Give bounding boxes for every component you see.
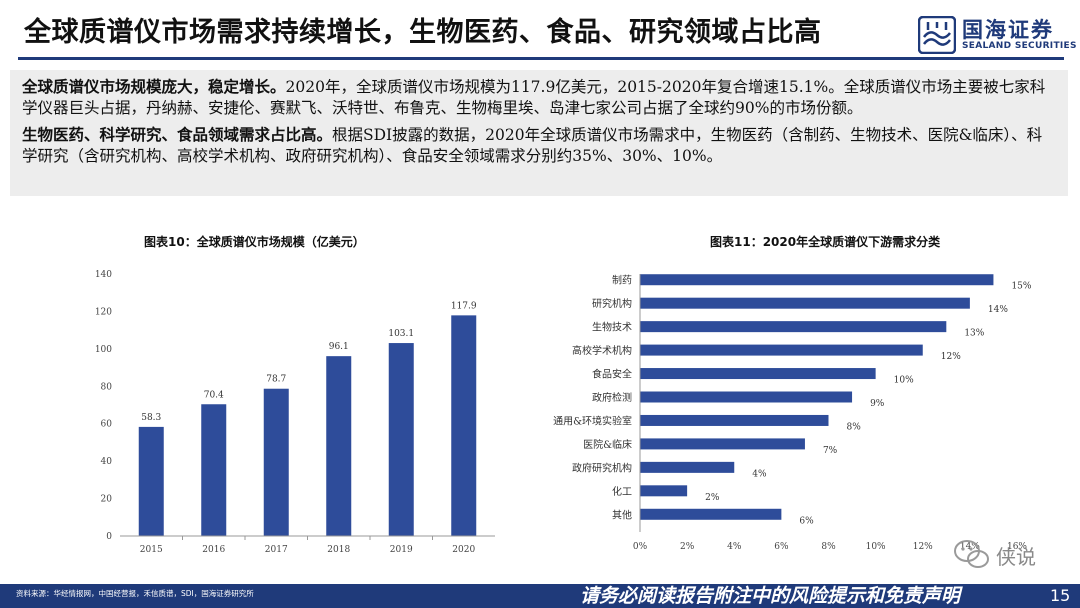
source-note: 资料来源：华经情报网，中国经营报，禾信质谱，SDI，国海证券研究所 [16, 589, 254, 598]
x-tick-label: 14% [960, 542, 980, 552]
data-label: 96.1 [329, 342, 349, 352]
summary-paragraph-2: 生物医药、科学研究、食品领域需求占比高。根据SDI披露的数据，2020年全球质谱… [22, 125, 1056, 167]
market-size-bar-chart: 0 20 40 60 80 100 120 140 58.3 70.4 78.7 96.1 103.1… [95, 270, 495, 555]
data-label: 10% [894, 376, 914, 386]
x-tick-label: 2019 [390, 545, 413, 555]
data-label: 4% [752, 469, 767, 479]
x-tick-label: 2017 [265, 545, 288, 555]
x-tick-label: 10% [866, 542, 886, 552]
summary-paragraph-1: 全球质谱仪市场规模庞大，稳定增长。2020年，全球质谱仪市场规模为117.9亿美… [22, 77, 1056, 119]
summary-p1-heading: 全球质谱仪市场规模庞大，稳定增长。 [22, 78, 286, 96]
summary-p2-body: 根据SDI披露的数据，2020年全球质谱仪市场需求中，生物医药（含制药、生物技术… [22, 126, 1043, 165]
bar-生物技术 [640, 321, 947, 333]
wechat-watermark-icon [954, 540, 989, 568]
x-tick-label: 2020 [452, 545, 475, 555]
y-category-label: 生物技术 [592, 321, 632, 334]
watermark: 侠说 [952, 537, 1042, 577]
bar-政府研究机构 [640, 461, 735, 473]
y-category-label: 化工 [612, 485, 632, 498]
company-logo: 国海证券 SEALAND SECURITIES [918, 14, 1078, 56]
demand-breakdown-bar-chart: 制药研究机构生物技术高校学术机构食品安全政府检测通用&环境实验室医院&临床政府研… [553, 274, 1032, 552]
bar-2017 [263, 388, 289, 536]
y-category-label: 制药 [612, 274, 632, 287]
title-divider [18, 57, 1064, 60]
y-category-label: 政府研究机构 [572, 461, 632, 474]
logo-chinese-name: 国海证券 [962, 18, 1054, 42]
x-tick-label: 12% [913, 542, 933, 552]
data-label: 8% [847, 422, 862, 432]
bar-高校学术机构 [640, 344, 923, 356]
chart-10-title: 图表10：全球质谱仪市场规模（亿美元） [144, 235, 365, 249]
bar-制药 [640, 274, 994, 286]
bar-政府检测 [640, 391, 853, 403]
bar-2019 [388, 343, 414, 536]
y-tick-label: 40 [101, 457, 113, 467]
y-tick-label: 20 [101, 495, 113, 505]
y-category-label: 医院&临床 [583, 438, 632, 451]
data-label: 6% [799, 516, 814, 526]
footer-bar [0, 584, 1080, 608]
data-label: 9% [870, 399, 885, 409]
x-tick-label: 2016 [202, 545, 225, 555]
x-tick-label: 16% [1007, 542, 1027, 552]
y-tick-label: 0 [106, 532, 112, 542]
x-tick-label: 8% [821, 542, 836, 552]
bar-2020 [451, 315, 477, 536]
bar-其他 [640, 508, 782, 520]
summary-p1-body: 2020年，全球质谱仪市场规模为117.9亿美元，2015-2020年复合增速1… [22, 78, 1046, 117]
y-category-label: 研究机构 [592, 297, 632, 310]
y-tick-label: 120 [95, 307, 112, 317]
x-tick-label: 2015 [140, 545, 163, 555]
data-label: 13% [964, 329, 984, 339]
x-tick-label: 2018 [327, 545, 350, 555]
x-tick-label: 0% [633, 542, 648, 552]
chart-11-title: 图表11：2020年全球质谱仪下游需求分类 [710, 235, 941, 249]
x-tick-label: 6% [774, 542, 789, 552]
bar-食品安全 [640, 368, 876, 380]
x-tick-label: 4% [727, 542, 742, 552]
data-label: 70.4 [204, 390, 224, 400]
watermark-text: 侠说 [996, 545, 1036, 569]
bar-2018 [326, 356, 352, 536]
y-tick-label: 100 [95, 345, 112, 355]
data-label: 2% [705, 493, 720, 503]
y-category-label: 其他 [612, 508, 632, 521]
x-tick-label: 2% [680, 542, 695, 552]
page-title: 全球质谱仪市场需求持续增长，生物医药、食品、研究领域占比高 [24, 17, 822, 48]
y-tick-label: 140 [95, 270, 112, 280]
data-label: 7% [823, 446, 838, 456]
y-category-label: 高校学术机构 [572, 344, 632, 357]
y-category-label: 食品安全 [592, 368, 632, 381]
y-category-label: 通用&环境实验室 [553, 414, 632, 427]
data-label: 14% [988, 305, 1008, 315]
y-tick-label: 60 [101, 420, 113, 430]
data-label: 12% [941, 352, 961, 362]
bar-2015 [138, 426, 164, 536]
page-number: 15 [1050, 586, 1071, 605]
data-label: 15% [1011, 282, 1031, 292]
bar-化工 [640, 485, 688, 497]
y-category-label: 政府检测 [592, 391, 632, 404]
data-label: 103.1 [388, 329, 414, 339]
bar-医院&临床 [640, 438, 805, 450]
bar-研究机构 [640, 297, 970, 309]
bar-通用&环境实验室 [640, 414, 829, 426]
data-label: 58.3 [141, 413, 161, 423]
sealand-logo-icon [918, 16, 956, 54]
summary-box: 全球质谱仪市场规模庞大，稳定增长。2020年，全球质谱仪市场规模为117.9亿美… [10, 70, 1068, 196]
y-tick-label: 80 [101, 382, 113, 392]
data-label: 117.9 [451, 301, 477, 311]
summary-p2-heading: 生物医药、科学研究、食品领域需求占比高。 [22, 126, 333, 144]
logo-english-name: SEALAND SECURITIES [962, 41, 1077, 51]
disclaimer: 请务必阅读报告附注中的风险提示和免责声明 [580, 585, 961, 607]
bar-2016 [201, 404, 227, 536]
data-label: 78.7 [266, 375, 286, 385]
